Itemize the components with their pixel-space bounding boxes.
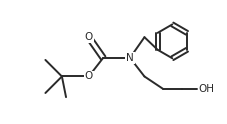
Text: O: O — [85, 71, 93, 81]
Text: OH: OH — [199, 84, 215, 94]
Text: O: O — [85, 32, 93, 42]
Text: N: N — [126, 53, 134, 63]
